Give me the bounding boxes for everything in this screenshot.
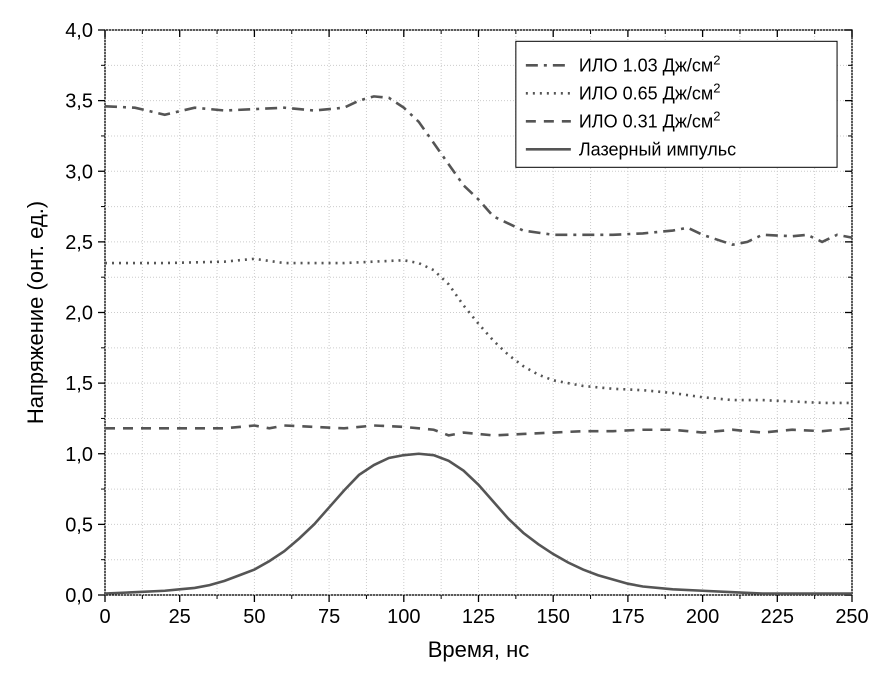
svg-text:0: 0: [99, 606, 110, 628]
svg-text:125: 125: [462, 606, 495, 628]
svg-text:Напряжение (онт. ед.): Напряжение (онт. ед.): [23, 201, 48, 424]
svg-text:4,0: 4,0: [65, 20, 93, 42]
chart-svg: 0 25 50 75 100 125 150 175 200 225 250 0,0 0,5 1,0 1,5…: [0, 0, 887, 685]
svg-text:3,0: 3,0: [65, 161, 93, 183]
legend-label: ИЛО 0.31 Дж/см2: [579, 108, 721, 132]
svg-text:225: 225: [761, 606, 794, 628]
svg-text:250: 250: [835, 606, 868, 628]
svg-text:2,5: 2,5: [65, 232, 93, 254]
legend-label: ИЛО 0.65 Дж/см2: [579, 80, 721, 104]
svg-text:75: 75: [318, 606, 340, 628]
svg-text:2,0: 2,0: [65, 303, 93, 325]
legend-label: ИЛО 1.03 Дж/см2: [579, 52, 721, 76]
svg-text:150: 150: [537, 606, 570, 628]
svg-text:0,5: 0,5: [65, 514, 93, 536]
svg-text:3,5: 3,5: [65, 91, 93, 113]
svg-text:25: 25: [169, 606, 191, 628]
svg-text:100: 100: [387, 606, 420, 628]
svg-text:1,5: 1,5: [65, 373, 93, 395]
svg-text:1,0: 1,0: [65, 444, 93, 466]
svg-text:Время, нс: Время, нс: [428, 637, 530, 662]
svg-text:0,0: 0,0: [65, 585, 93, 607]
voltage-time-chart: 0 25 50 75 100 125 150 175 200 225 250 0,0 0,5 1,0 1,5…: [0, 0, 887, 685]
legend-label: Лазерный импульс: [579, 139, 736, 159]
svg-text:50: 50: [243, 606, 265, 628]
svg-text:175: 175: [611, 606, 644, 628]
svg-text:200: 200: [686, 606, 719, 628]
